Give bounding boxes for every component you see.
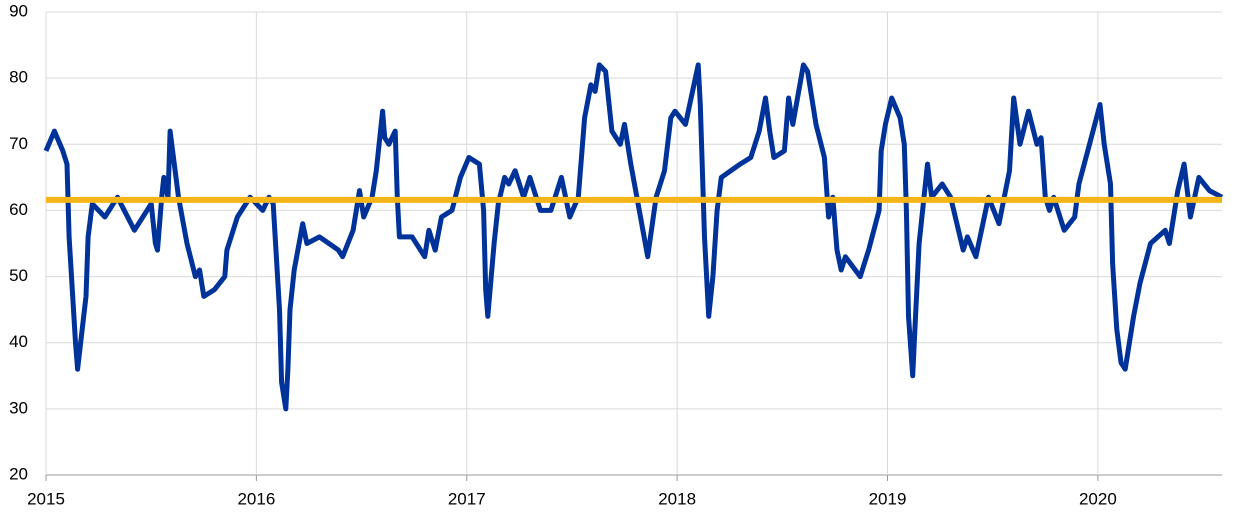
x-tick-label: 2016 <box>237 489 275 508</box>
x-tick-label: 2017 <box>448 489 486 508</box>
y-tick-label: 50 <box>9 266 28 285</box>
y-tick-label: 60 <box>9 200 28 219</box>
y-tick-label: 20 <box>9 464 28 483</box>
x-tick-label: 2020 <box>1079 489 1117 508</box>
y-tick-label: 90 <box>9 1 28 20</box>
x-tick-label: 2019 <box>869 489 907 508</box>
y-tick-label: 40 <box>9 332 28 351</box>
data-line <box>43 62 1224 412</box>
y-tick-label: 70 <box>9 134 28 153</box>
y-tick-label: 30 <box>9 398 28 417</box>
x-tick-label: 2015 <box>27 489 65 508</box>
x-tick-label: 2018 <box>658 489 696 508</box>
y-tick-label: 80 <box>9 68 28 87</box>
